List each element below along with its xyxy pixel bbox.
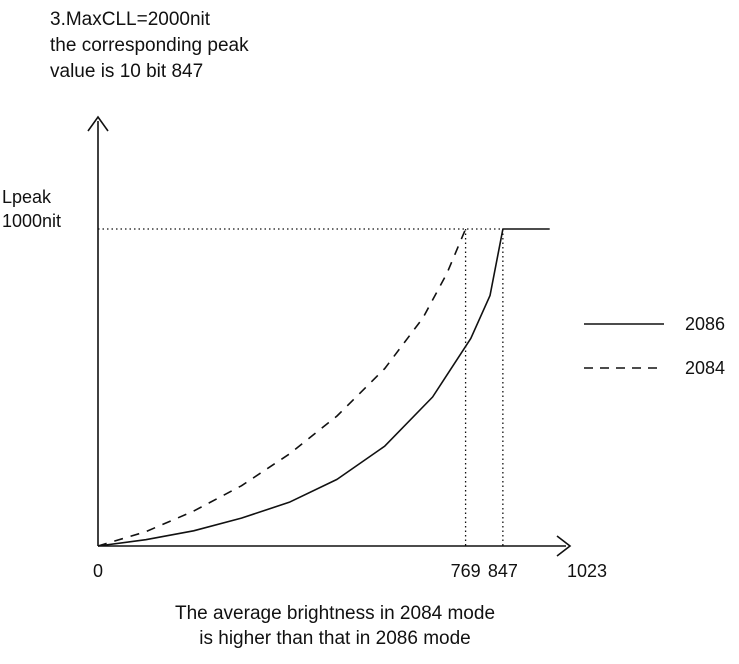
y-label-line: 1000nit bbox=[2, 211, 62, 231]
series-line-2086 bbox=[97, 228, 550, 547]
x-tick-label-847: 847 bbox=[488, 561, 518, 581]
caption-line: The average brightness in 2084 mode bbox=[174, 603, 496, 624]
title-line: the corresponding peak bbox=[50, 35, 249, 56]
x-tick-label-1023: 1023 bbox=[567, 561, 607, 581]
guide-lines bbox=[98, 228, 504, 546]
y-axis bbox=[87, 115, 109, 546]
x-axis-arrow bbox=[556, 535, 572, 557]
x-tick-labels: 0 769 847 1023 bbox=[93, 561, 607, 581]
chart-title: 3.MaxCLL=2000nit the corresponding peak … bbox=[50, 7, 249, 85]
y-axis-label: Lpeak 1000nit bbox=[2, 185, 61, 233]
title-line: 3.MaxCLL=2000nit bbox=[50, 9, 211, 30]
series-line-2084 bbox=[97, 228, 467, 547]
legend: 2086 2084 bbox=[584, 314, 725, 378]
legend-label-2084: 2084 bbox=[685, 358, 725, 378]
caption-line: is higher than that in 2086 mode bbox=[199, 628, 471, 649]
legend-label-2086: 2086 bbox=[685, 314, 725, 334]
chart-caption: The average brightness in 2084 mode is h… bbox=[0, 601, 670, 651]
y-axis-arrow bbox=[87, 115, 109, 132]
series-layer bbox=[97, 228, 550, 547]
x-tick-label-0: 0 bbox=[93, 561, 103, 581]
x-axis bbox=[98, 535, 572, 557]
x-tick-label-769: 769 bbox=[451, 561, 481, 581]
title-line: value is 10 bit 847 bbox=[50, 61, 204, 82]
y-label-line: Lpeak bbox=[2, 187, 52, 207]
